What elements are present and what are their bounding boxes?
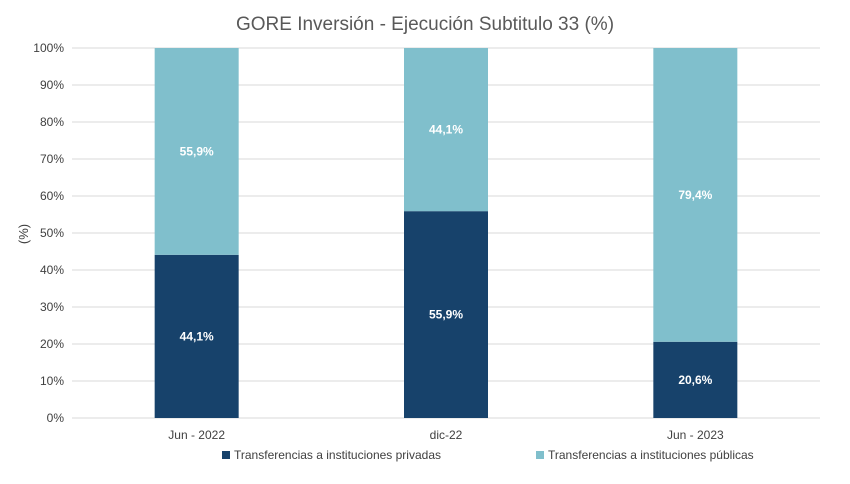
- y-tick-label: 50%: [40, 226, 64, 240]
- y-tick-label: 10%: [40, 374, 64, 388]
- y-tick-label: 40%: [40, 263, 64, 277]
- legend-label: Transferencias a instituciones públicas: [548, 448, 754, 462]
- y-tick-label: 70%: [40, 152, 64, 166]
- bar-segment: [653, 48, 738, 342]
- y-tick-label: 0%: [47, 411, 65, 425]
- data-label: 44,1%: [180, 329, 214, 343]
- bar-segment: [404, 48, 488, 212]
- y-axis-label: (%): [16, 224, 31, 244]
- data-label: 44,1%: [429, 123, 463, 137]
- chart-title: GORE Inversión - Ejecución Subtitulo 33 …: [236, 14, 614, 35]
- x-axis-ticks: Jun - 2022 dic-22 Jun - 2023: [168, 428, 724, 442]
- data-label: 20,6%: [678, 373, 712, 387]
- bar-segment: [404, 211, 488, 418]
- bars: 44,1% 55,9% 55,9% 44,1% 20,6% 79,4%: [154, 48, 738, 418]
- bar-segment: [154, 254, 239, 418]
- y-tick-label: 60%: [40, 189, 64, 203]
- y-axis-ticks: 0% 10% 20% 30% 40% 50% 60% 70% 80% 90% 100%: [33, 41, 64, 425]
- x-tick-label: Jun - 2022: [168, 428, 225, 442]
- legend-swatch: [536, 451, 544, 459]
- x-tick-label: Jun - 2023: [667, 428, 724, 442]
- y-tick-label: 20%: [40, 337, 64, 351]
- data-label: 55,9%: [429, 308, 463, 322]
- y-tick-label: 90%: [40, 78, 64, 92]
- y-tick-label: 80%: [40, 115, 64, 129]
- data-label: 79,4%: [678, 188, 712, 202]
- legend: Transferencias a instituciones privadas T…: [222, 448, 754, 462]
- legend-label: Transferencias a instituciones privadas: [234, 448, 441, 462]
- y-tick-label: 30%: [40, 300, 64, 314]
- bar-segment: [154, 48, 239, 255]
- legend-swatch: [222, 451, 230, 459]
- bar-segment: [653, 341, 738, 418]
- y-tick-label: 100%: [33, 41, 64, 55]
- data-label: 55,9%: [180, 144, 214, 158]
- x-tick-label: dic-22: [430, 428, 463, 442]
